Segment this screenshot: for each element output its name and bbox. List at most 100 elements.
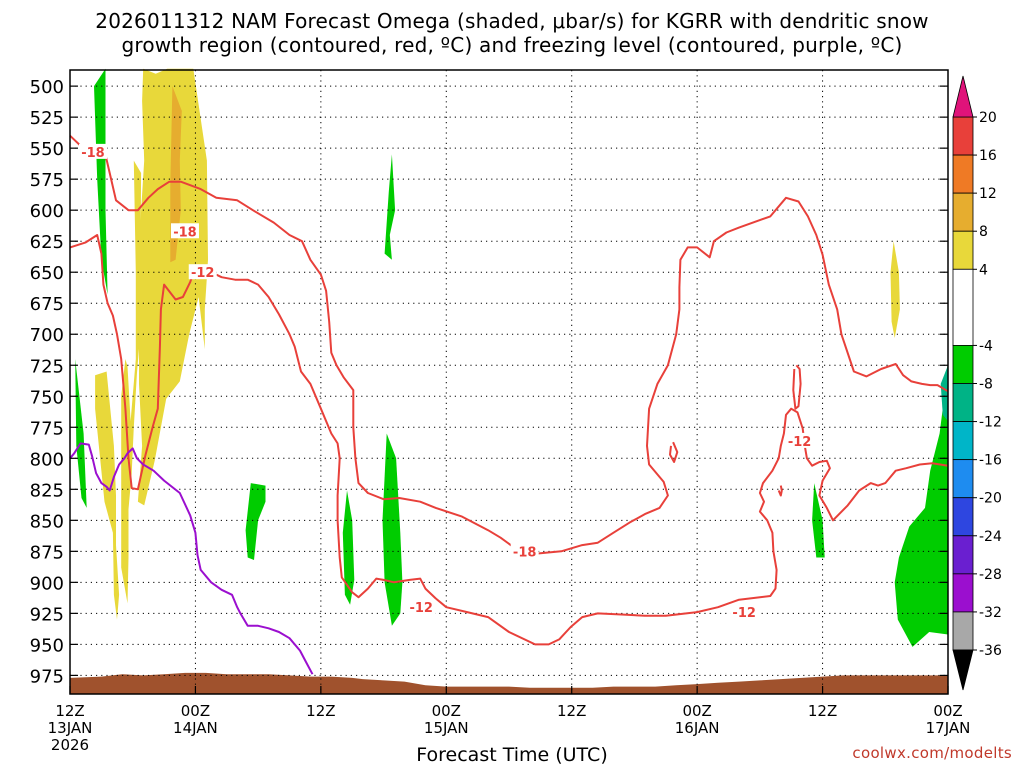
y-tick-label: 850 [30, 511, 64, 532]
y-tick-label: 525 [30, 108, 64, 129]
x-tick-label: 12Z [808, 702, 837, 720]
contour-label-bg [407, 599, 436, 615]
y-tick-label: 950 [30, 635, 64, 656]
dendritic-contour [69, 234, 949, 646]
x-tick-label: 13JAN [48, 719, 93, 737]
contour-label-bg [170, 223, 199, 239]
contour-label: -18 [81, 146, 105, 161]
y-tick-label: 775 [30, 418, 64, 439]
x-axis-label: Forecast Time (UTC) [416, 744, 608, 766]
omega-region [384, 154, 396, 260]
chart-title-line1: 2026011312 NAM Forecast Omega (shaded, μ… [95, 9, 929, 33]
omega-region [170, 86, 182, 263]
colorbar-band [952, 383, 974, 422]
colorbar-band [952, 535, 974, 575]
contour-label: -12 [409, 601, 433, 616]
contour-label-bg [785, 432, 814, 448]
contour-label: -18 [173, 225, 197, 240]
colorbar-band [952, 192, 974, 232]
colorbar-label: -36 [979, 643, 1002, 659]
colorbar-label: 20 [979, 110, 997, 126]
y-tick-label: 675 [30, 294, 64, 315]
x-tick-label: 00Z [682, 702, 711, 720]
omega-region [245, 483, 266, 560]
y-tick-label: 600 [30, 201, 64, 222]
colorbar-label: -12 [979, 415, 1002, 431]
credit-link[interactable]: coolwx.com/modelts [852, 744, 1012, 762]
colorbar-band [952, 459, 974, 499]
omega-region [382, 433, 403, 626]
colorbar-band [952, 230, 974, 270]
omega-region [137, 68, 208, 506]
x-tick-label: 12Z [55, 702, 84, 720]
plot-border [69, 69, 949, 695]
y-tick-label: 625 [30, 232, 64, 253]
y-tick-label: 700 [30, 325, 64, 346]
colorbar-label: 12 [979, 186, 997, 202]
y-tick-label: 875 [30, 542, 64, 563]
axes-layer: 500 525 550 575 600 625 650 675 700 725 750 775 800 8… [30, 77, 971, 754]
dendritic-contour [69, 134, 949, 555]
y-tick-label: 750 [30, 387, 64, 408]
x-tick-label: 17JAN [926, 719, 971, 737]
omega-region [75, 359, 87, 508]
colorbar-band [952, 268, 974, 346]
y-tick-label: 725 [30, 356, 64, 377]
x-tick-label: 2026 [51, 736, 89, 754]
omega-region [342, 490, 355, 605]
omega-region [894, 359, 948, 647]
chart-title-line2: growth region (contoured, red, ºC) and f… [121, 33, 903, 57]
freezing-level-contour [69, 442, 314, 675]
contour-label: -18 [513, 545, 537, 560]
contour-label-bg [188, 264, 217, 280]
omega-region [940, 365, 948, 422]
y-tick-label: 500 [30, 77, 64, 98]
x-tick-label: 00Z [181, 702, 210, 720]
colorbar-band [952, 154, 974, 194]
omega-region [812, 483, 825, 558]
colorbar-band [952, 573, 974, 613]
contour-label-bg [78, 143, 107, 159]
x-tick-label: 00Z [432, 702, 461, 720]
y-tick-label: 825 [30, 480, 64, 501]
x-tick-label: 00Z [933, 702, 962, 720]
dendritic-contour [792, 364, 802, 410]
contour-label: -12 [788, 435, 812, 450]
omega-region [95, 371, 120, 620]
y-tick-label: 900 [30, 573, 64, 594]
colorbar-label: -8 [979, 377, 993, 393]
omega-region [890, 241, 900, 338]
y-tick-label: 800 [30, 449, 64, 470]
colorbar-label: 8 [979, 224, 988, 240]
y-tick-label: 975 [30, 666, 64, 687]
colorbar-band [952, 345, 974, 384]
colorbar-band [952, 116, 974, 156]
dendritic-contour [777, 485, 783, 497]
x-tick-label: 12Z [306, 702, 335, 720]
x-tick-label: 12Z [557, 702, 586, 720]
y-tick-label: 925 [30, 604, 64, 625]
contour-label: -12 [191, 266, 215, 281]
contour-label: -12 [732, 606, 756, 621]
colorbar-label: 4 [979, 262, 988, 278]
colorbar-label: -32 [979, 605, 1002, 621]
colorbar-label: -20 [979, 491, 1002, 507]
x-tick-label: 14JAN [173, 719, 218, 737]
colorbar-band [952, 611, 974, 651]
terrain-layer [70, 672, 948, 694]
colorbar: 20 16 12 8 4 -4 -8 -12 -16 -20 -24 -28 -32 -36 [952, 75, 1002, 691]
contour-label-bg [510, 543, 539, 559]
grid-layer [70, 70, 948, 694]
colorbar-label: -16 [979, 453, 1002, 469]
omega-region [94, 68, 108, 295]
omega-region [121, 160, 142, 604]
y-tick-label: 575 [30, 170, 64, 191]
colorbar-band [952, 421, 974, 461]
plot-frame [69, 69, 949, 695]
colorbar-band [952, 497, 974, 537]
colorbar-over-arrow [952, 75, 974, 118]
x-tick-label: 16JAN [675, 719, 720, 737]
dendritic-contour [669, 441, 679, 463]
y-tick-label: 550 [30, 139, 64, 160]
